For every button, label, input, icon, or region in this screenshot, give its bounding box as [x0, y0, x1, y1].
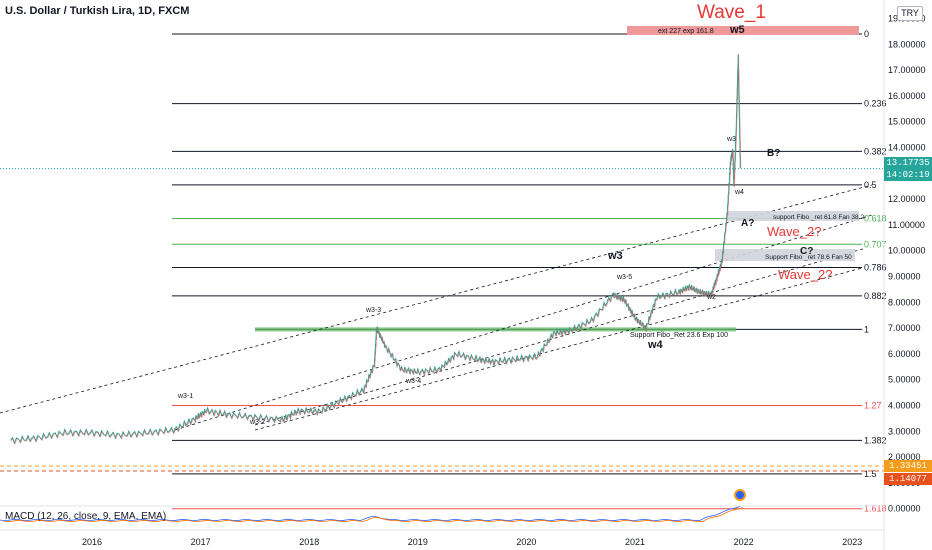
wave1-label: Wave_1	[697, 2, 766, 23]
x-tick-label: 2020	[516, 537, 536, 547]
support-low-label: Support Fibo_Ret 23.6 Exp 100	[630, 332, 728, 339]
x-tick-label: 2017	[191, 537, 211, 547]
y-tick-label: 18.00000	[888, 39, 926, 49]
y-tick-label: 17.00000	[888, 65, 926, 75]
last-price: 13.17735	[886, 158, 930, 168]
price-series	[10, 54, 742, 445]
x-tick-label: 2019	[408, 537, 428, 547]
wave-label: w3-5	[616, 274, 632, 281]
wave-label: B?	[767, 148, 780, 159]
fib-label: 0.5	[864, 180, 877, 190]
y-tick-label: 16.00000	[888, 91, 926, 101]
level-b-badge: 1.14077	[884, 473, 932, 485]
y-tick-label: 9.00000	[888, 272, 921, 282]
x-axis: 2016 2017 2018 2019 2020 2021 2022 2023	[0, 529, 884, 547]
support-box-1	[727, 211, 859, 221]
fib-label: 0.882	[864, 291, 887, 301]
channel-line	[174, 214, 873, 431]
support-box-2	[715, 249, 855, 261]
y-tick-label: 8.00000	[888, 297, 921, 307]
y-tick-label: 12.00000	[888, 194, 926, 204]
fib-label: 0.236	[864, 99, 887, 109]
x-tick-label: 2016	[82, 537, 102, 547]
y-tick-label: 7.00000	[888, 323, 921, 333]
wave-label: w3-4	[405, 378, 421, 385]
y-tick-label: 4.00000	[888, 401, 921, 411]
y-tick-label: 5.00000	[888, 375, 921, 385]
ext-box-label: ext 227 exp 161.8	[658, 28, 714, 35]
wave-label: w2	[706, 294, 716, 301]
wave-label: w3-1	[177, 393, 193, 400]
currency-selector[interactable]: TRY	[897, 6, 923, 21]
y-tick-label: 3.00000	[888, 426, 921, 436]
macd-panel	[0, 489, 884, 523]
wave-label: w3-3	[365, 307, 381, 314]
y-tick-label: 6.00000	[888, 349, 921, 359]
price-line-down	[10, 54, 742, 445]
fib-label: 0.707	[864, 239, 887, 249]
countdown: 14:02:19	[886, 170, 930, 180]
y-tick-label: 2.00000	[888, 452, 921, 462]
wave-label: w4	[647, 339, 664, 351]
support-band	[255, 327, 736, 332]
channel-line	[254, 247, 867, 426]
support-box-1-label: support Fibo _ret 61.8 Fan 38.2	[773, 214, 864, 221]
y-tick-label: 15.00000	[888, 117, 926, 127]
fib-label: 0.786	[864, 262, 887, 272]
fib-label: 0.618	[864, 213, 887, 223]
ext-box	[627, 26, 859, 35]
chart-title: U.S. Dollar / Turkish Lira, 1D, FXCM	[5, 5, 190, 17]
fib-label: 1.382	[864, 435, 887, 445]
support-box-2-label: Support Fibo _ret 78.6 Fan 50	[765, 254, 852, 261]
wave2-label: Wave_2?	[767, 224, 821, 239]
fib-label: 1.5	[864, 469, 877, 479]
fib-label: 0	[864, 29, 869, 39]
y-tick-label: 14.00000	[888, 143, 926, 153]
price-line-up	[10, 54, 741, 445]
macd-line	[0, 506, 741, 522]
fib-label: 1	[864, 324, 869, 334]
x-tick-label: 2021	[625, 537, 645, 547]
macd-label: MACD (12, 26, close, 9, EMA, EMA)	[5, 511, 167, 522]
wave-label: w4	[734, 189, 744, 196]
y-tick-label: 11.00000	[888, 220, 925, 230]
level-a-badge: 1.33451	[884, 460, 932, 472]
wave-label: w3-2	[249, 419, 265, 426]
wave-annotations: w5 w3 w4 w3 w3-3 w3-1 w3-2 w3-4 w3-5 w2 w4 B? A? C? Wa…	[177, 24, 832, 426]
fib-label: 1.27	[864, 401, 882, 411]
macd-signal-line	[2, 507, 744, 523]
channel-line	[254, 267, 863, 431]
last-price-badge: 13.17735 14:02:19	[884, 157, 932, 181]
wave-label: A?	[741, 218, 754, 229]
wave-label: w3	[607, 250, 623, 262]
y-tick-label: 0.00000	[888, 504, 921, 514]
event-icon-inner	[736, 491, 744, 499]
y-tick-label: 10.00000	[888, 246, 926, 256]
fib-levels: 0 0.236 0.382 0.5 0.618 0.707 0.786 0.882 1 1.27 1…	[0, 29, 887, 514]
fib-label: 1.618	[864, 504, 887, 514]
annotation-boxes: ext 227 exp 161.8 support Fibo _ret 61.8 …	[627, 26, 864, 339]
wave-label: w5	[729, 24, 745, 36]
x-tick-label: 2022	[734, 537, 754, 547]
x-tick-label: 2023	[842, 537, 862, 547]
wave-label: C?	[800, 246, 813, 257]
wave-label: w3	[726, 136, 736, 143]
fib-label: 0.382	[864, 146, 887, 156]
wave2-label: Wave_2?	[778, 267, 832, 282]
x-tick-label: 2018	[299, 537, 319, 547]
